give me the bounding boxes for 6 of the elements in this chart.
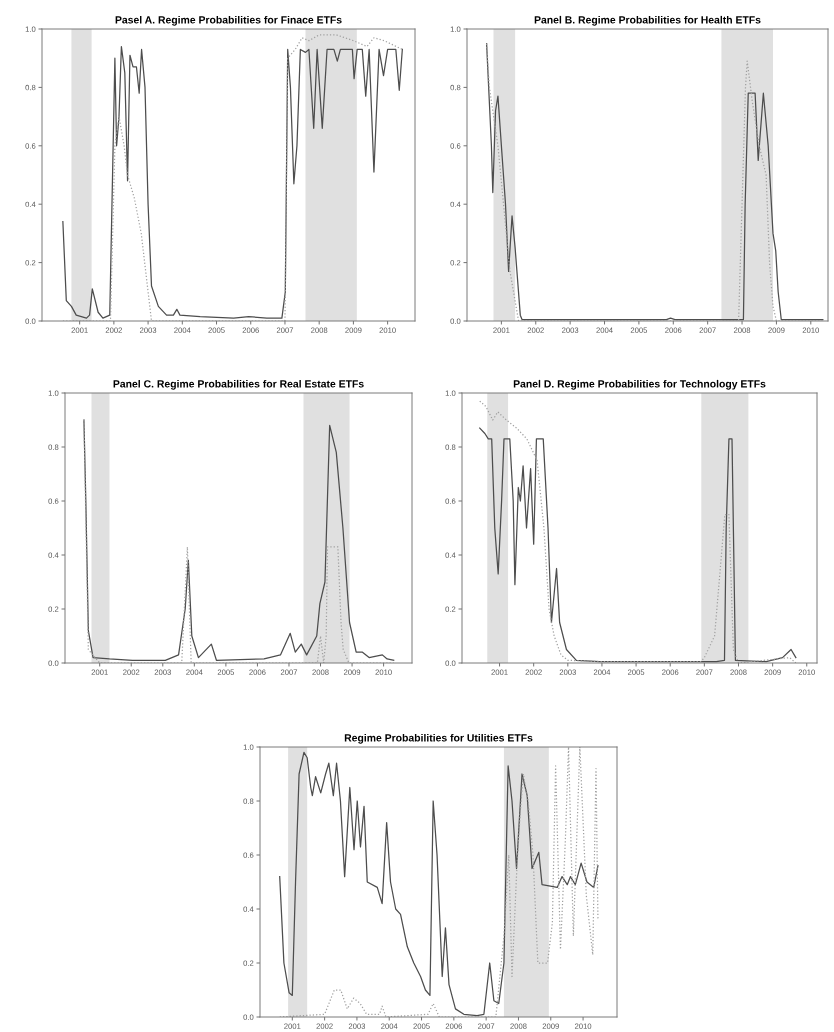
line-series (485, 42, 824, 321)
chart-title: Pasel A. Regime Probabilities for Finace ETFs (115, 15, 342, 26)
chart-title: Regime Probabilities for Utilities ETFs (344, 733, 533, 744)
chart-title: Panel B. Regime Probabilities for Health ETFs (534, 15, 761, 26)
chart-title: Panel C. Regime Probabilities for Real Estate ETFs (113, 379, 364, 390)
chart-title: Panel D. Regime Probabilities for Technology ETFs (513, 379, 766, 390)
